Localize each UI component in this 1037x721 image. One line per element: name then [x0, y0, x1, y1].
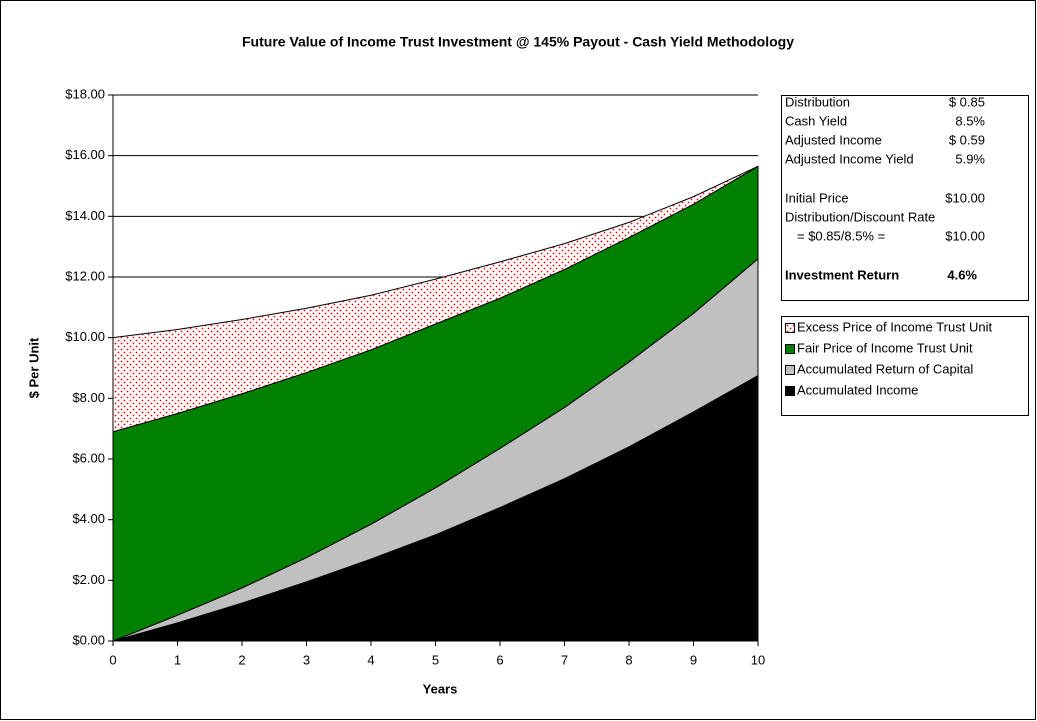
x-tick-label: 1 — [174, 652, 181, 667]
y-tick-label: $0.00 — [72, 632, 105, 647]
y-axis-title: $ Per Unit — [26, 337, 41, 398]
info-value: 4.6% — [947, 267, 977, 282]
x-tick-label: 4 — [367, 652, 374, 667]
y-tick-label: $4.00 — [72, 511, 105, 526]
x-tick-label: 9 — [690, 652, 697, 667]
x-tick-label: 6 — [496, 652, 503, 667]
x-tick-label: 2 — [238, 652, 245, 667]
info-label: Initial Price — [785, 190, 849, 205]
y-tick-label: $14.00 — [65, 208, 105, 223]
y-tick-label: $8.00 — [72, 390, 105, 405]
x-tick-label: 8 — [625, 652, 632, 667]
info-label: Distribution/Discount Rate — [785, 209, 935, 224]
x-tick-label: 0 — [109, 652, 116, 667]
info-value: $10.00 — [945, 228, 985, 243]
info-label: Adjusted Income — [785, 132, 882, 147]
y-tick-label: $16.00 — [65, 147, 105, 162]
y-tick-label: $6.00 — [72, 450, 105, 465]
x-tick-label: 10 — [751, 652, 765, 667]
info-value: 8.5% — [955, 113, 985, 128]
legend-swatch — [785, 386, 795, 396]
info-label: Adjusted Income Yield — [785, 151, 914, 166]
y-tick-label: $2.00 — [72, 572, 105, 587]
info-value: $ 0.85 — [949, 94, 985, 109]
legend — [781, 316, 1029, 416]
info-value: $10.00 — [945, 190, 985, 205]
info-value: 5.9% — [955, 151, 985, 166]
info-label: Distribution — [785, 94, 850, 109]
legend-label: Fair Price of Income Trust Unit — [797, 340, 973, 355]
legend-label: Accumulated Return of Capital — [797, 361, 973, 376]
y-tick-label: $10.00 — [65, 329, 105, 344]
info-label: Cash Yield — [785, 113, 847, 128]
legend-swatch — [785, 365, 795, 375]
info-value: $ 0.59 — [949, 132, 985, 147]
info-label: = $0.85/8.5% = — [797, 228, 885, 243]
area — [112, 165, 759, 433]
info-label: Investment Return — [785, 267, 899, 282]
legend-label: Excess Price of Income Trust Unit — [797, 319, 992, 334]
legend-swatch — [785, 323, 795, 333]
y-tick-label: $12.00 — [65, 268, 105, 283]
x-tick-label: 3 — [303, 652, 310, 667]
legend-swatch — [785, 344, 795, 354]
x-axis-title: Years — [423, 681, 458, 696]
chart-title: Future Value of Income Trust Investment … — [242, 34, 794, 50]
legend-label: Accumulated Income — [797, 382, 918, 397]
y-tick-label: $18.00 — [65, 86, 105, 101]
x-tick-label: 7 — [561, 652, 568, 667]
info-box — [781, 95, 1029, 301]
x-tick-label: 5 — [432, 652, 439, 667]
